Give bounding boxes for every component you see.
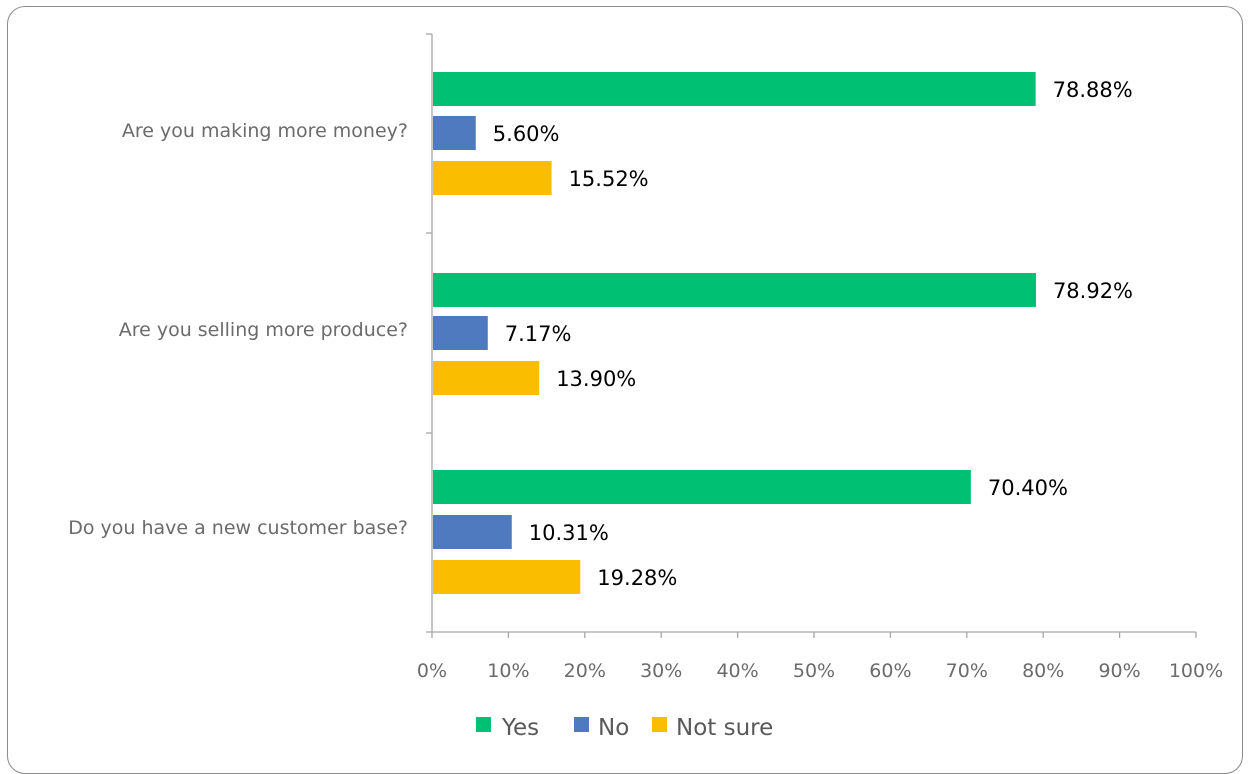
- data-label: 15.52%: [569, 167, 649, 191]
- legend-label: No: [598, 715, 629, 741]
- legend-swatch: [652, 717, 667, 732]
- x-tick-label: 10%: [487, 660, 529, 682]
- data-label: 7.17%: [505, 322, 572, 346]
- legend-swatch: [574, 717, 589, 732]
- x-tick-label: 80%: [1022, 660, 1064, 682]
- data-label: 70.40%: [988, 476, 1068, 500]
- data-label: 5.60%: [493, 122, 560, 146]
- data-label: 78.88%: [1053, 78, 1133, 102]
- bar-no: [433, 316, 488, 350]
- category-label: Are you making more money?: [122, 120, 408, 142]
- data-label: 10.31%: [529, 521, 609, 545]
- data-label: 19.28%: [597, 566, 677, 590]
- x-tick-label: 0%: [417, 660, 447, 682]
- chart-frame: [7, 6, 1243, 774]
- bar-no: [433, 515, 512, 549]
- legend: Yes No Not sure: [476, 715, 773, 741]
- data-label: 78.92%: [1053, 279, 1133, 303]
- x-tick-label: 30%: [640, 660, 682, 682]
- category-label: Are you selling more produce?: [119, 319, 408, 341]
- bar-not-sure: [433, 361, 540, 395]
- bar-not-sure: [433, 560, 581, 594]
- x-tick-label: 70%: [946, 660, 988, 682]
- bar-no: [433, 116, 476, 150]
- bar-not-sure: [433, 161, 552, 195]
- bar-yes: [433, 470, 971, 504]
- labels: 78.88% 78.92% 70.40% 5.60% 7.17% 10.31% 15.52%…: [493, 78, 1133, 590]
- bar-yes: [433, 72, 1036, 106]
- bars: [433, 72, 1036, 594]
- x-tick-label: 90%: [1098, 660, 1140, 682]
- x-tick-label: 100%: [1169, 660, 1223, 682]
- bar-yes: [433, 273, 1036, 307]
- data-label: 13.90%: [556, 367, 636, 391]
- category-label: Do you have a new customer base?: [68, 517, 408, 539]
- legend-label: Not sure: [676, 715, 773, 741]
- legend-swatch: [476, 717, 491, 732]
- legend-label: Yes: [501, 715, 539, 741]
- x-tick-label: 40%: [716, 660, 758, 682]
- x-tick-label: 60%: [869, 660, 911, 682]
- x-tick-label: 20%: [564, 660, 606, 682]
- x-tick-label: 50%: [793, 660, 835, 682]
- axes: 0% 10% 20% 30% 40% 50% 60% 70% 80% 90% 100% Are you…: [68, 33, 1223, 682]
